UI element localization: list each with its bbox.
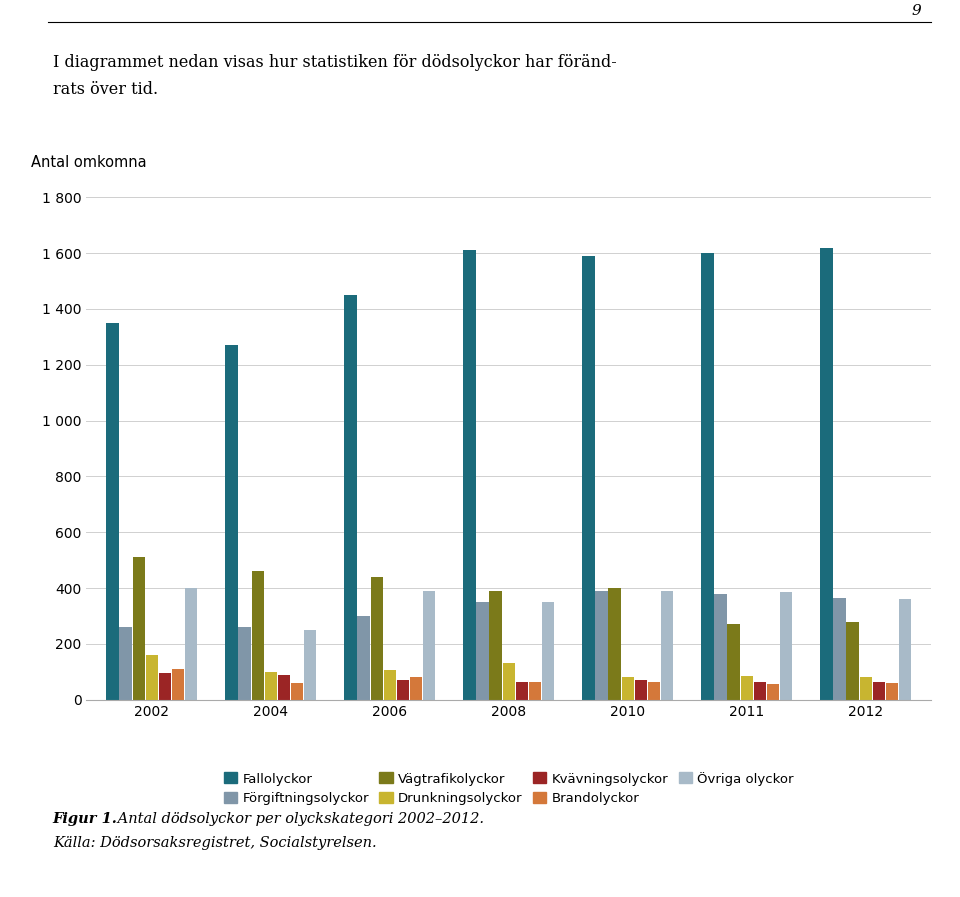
Bar: [754, 682, 766, 700]
Bar: [410, 677, 422, 700]
Bar: [132, 557, 145, 700]
Bar: [635, 680, 647, 700]
Bar: [833, 597, 846, 700]
Bar: [422, 591, 435, 700]
Bar: [583, 256, 595, 700]
Bar: [648, 682, 660, 700]
Legend: Fallolyckor, Förgiftningsolyckor, Vägtrafikolyckor, Drunkningsolyckor, Kvävnings: Fallolyckor, Förgiftningsolyckor, Vägtra…: [224, 771, 794, 806]
Bar: [119, 627, 132, 700]
Bar: [714, 594, 727, 700]
Bar: [371, 577, 383, 700]
Bar: [780, 592, 792, 700]
Bar: [859, 677, 872, 700]
Bar: [702, 253, 713, 700]
Bar: [357, 616, 370, 700]
Bar: [464, 250, 476, 700]
Bar: [158, 673, 171, 700]
Bar: [384, 670, 396, 700]
Text: rats över tid.: rats över tid.: [53, 81, 158, 98]
Bar: [476, 602, 489, 700]
Bar: [873, 682, 885, 700]
Bar: [516, 682, 528, 700]
Bar: [226, 345, 238, 700]
Bar: [541, 602, 554, 700]
Bar: [660, 591, 673, 700]
Bar: [277, 675, 290, 700]
Bar: [345, 295, 357, 700]
Bar: [728, 624, 740, 700]
Bar: [529, 682, 541, 700]
Bar: [265, 672, 277, 700]
Text: Antal omkomna: Antal omkomna: [32, 154, 147, 170]
Bar: [609, 588, 621, 700]
Bar: [238, 627, 251, 700]
Text: Källa: Dödsorsaksregistret, Socialstyrelsen.: Källa: Dödsorsaksregistret, Socialstyrel…: [53, 836, 376, 850]
Bar: [291, 683, 303, 700]
Bar: [185, 588, 198, 700]
Bar: [172, 669, 184, 700]
Bar: [396, 680, 409, 700]
Bar: [595, 591, 608, 700]
Bar: [899, 599, 911, 700]
Bar: [107, 323, 119, 700]
Text: 9: 9: [912, 4, 922, 18]
Text: I diagrammet nedan visas hur statistiken för dödsolyckor har föränd-: I diagrammet nedan visas hur statistiken…: [53, 54, 616, 71]
Bar: [146, 655, 158, 700]
Bar: [621, 677, 634, 700]
Text: Figur 1.: Figur 1.: [53, 812, 118, 826]
Bar: [304, 630, 316, 700]
Text: Antal dödsolyckor per olyckskategori 2002–2012.: Antal dödsolyckor per olyckskategori 200…: [113, 812, 484, 826]
Bar: [767, 684, 780, 700]
Bar: [886, 683, 899, 700]
Bar: [740, 676, 753, 700]
Bar: [820, 248, 832, 700]
Bar: [252, 571, 264, 700]
Bar: [503, 664, 515, 700]
Bar: [847, 622, 859, 700]
Bar: [490, 591, 502, 700]
